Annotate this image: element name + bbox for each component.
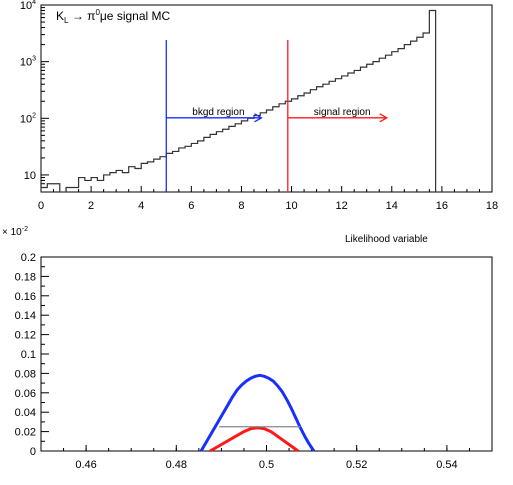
bottom-y-tick-label: 0.18 bbox=[15, 271, 36, 283]
bottom-y-tick-label: 0.12 bbox=[15, 330, 36, 342]
top-y-tick-label: 103 bbox=[20, 56, 36, 69]
bottom-x-ticks: 0.46 0.48 0.5 0.52 0.54 bbox=[40, 445, 493, 471]
top-x-axis-label: Likelihood variable bbox=[345, 234, 428, 245]
bottom-y-tick-label: 0.06 bbox=[15, 388, 36, 400]
bottom-y-tick-label: 0.02 bbox=[15, 427, 36, 439]
title-pi: π bbox=[87, 9, 95, 23]
title-rest: μe signal MC bbox=[100, 9, 171, 23]
title-pi-sup: 0 bbox=[95, 8, 100, 17]
bottom-x-tick-label: 0.54 bbox=[436, 459, 457, 471]
top-chart: 0 2 4 6 8 10 12 14 16 18 10 102 103 104 bkgd region s… bbox=[20, 0, 498, 245]
top-x-tick-label: 18 bbox=[486, 200, 498, 212]
title-k-sub: L bbox=[64, 16, 69, 25]
bottom-y-tick-label: 0.16 bbox=[15, 291, 36, 303]
bottom-x-tick-label: 0.46 bbox=[75, 459, 96, 471]
top-x-tick-label: 8 bbox=[238, 200, 244, 212]
top-x-tick-label: 12 bbox=[336, 200, 348, 212]
region-arrow-head bbox=[254, 113, 263, 123]
title-arrow: → bbox=[72, 9, 84, 23]
bottom-plot-frame bbox=[40, 256, 493, 452]
multiplier-base: × 10 bbox=[2, 227, 22, 238]
top-chart-title: KL → π0μe signal MC bbox=[56, 8, 170, 25]
multiplier-exp: -2 bbox=[22, 226, 28, 233]
region-label: bkgd region bbox=[192, 107, 244, 118]
top-x-tick-label: 6 bbox=[188, 200, 194, 212]
top-series bbox=[40, 9, 442, 193]
region-arrow-head bbox=[379, 113, 389, 123]
bottom-y-tick-label: 0.14 bbox=[15, 310, 36, 322]
blue-distribution-curve bbox=[199, 373, 316, 452]
bottom-y-tick-label: 0.08 bbox=[15, 368, 36, 380]
top-y-tick-label: 104 bbox=[20, 0, 36, 12]
bottom-x-tick-label: 0.52 bbox=[346, 459, 367, 471]
red-distribution-curve bbox=[209, 426, 299, 453]
top-x-tick-label: 0 bbox=[38, 200, 44, 212]
top-x-tick-label: 14 bbox=[386, 200, 398, 212]
top-x-tick-label: 2 bbox=[88, 200, 94, 212]
top-vlines bbox=[165, 40, 289, 192]
bottom-y-ticks: 0 0.02 0.04 0.06 0.08 0.1 0.12 0.14 0.16 0.18 0.2 bbox=[15, 252, 49, 458]
signal-mc-histogram bbox=[40, 9, 442, 193]
top-y-tick-label: 102 bbox=[20, 112, 36, 125]
bottom-chart: 0.46 0.48 0.5 0.52 0.54 0 0.02 0.04 0.06 0.08 0.1… bbox=[2, 226, 493, 471]
bottom-series bbox=[199, 373, 316, 453]
bottom-y-tick-label: 0.1 bbox=[21, 349, 36, 361]
top-x-tick-label: 16 bbox=[436, 200, 448, 212]
top-y-ticks: 10 102 103 104 bbox=[20, 0, 49, 189]
top-annotations: bkgd region signal region bbox=[166, 107, 389, 123]
title-k: K bbox=[56, 9, 64, 23]
top-x-ticks: 0 2 4 6 8 10 12 14 16 18 bbox=[38, 186, 498, 212]
bottom-y-multiplier: × 10-2 bbox=[2, 226, 28, 238]
bottom-y-tick-label: 0.2 bbox=[21, 252, 36, 264]
bottom-x-tick-label: 0.5 bbox=[259, 459, 274, 471]
bottom-y-tick-label: 0.04 bbox=[15, 407, 36, 419]
bottom-y-tick-label: 0 bbox=[30, 446, 36, 458]
top-y-tick-label: 10 bbox=[24, 170, 36, 182]
region-label: signal region bbox=[314, 107, 371, 118]
bottom-x-tick-label: 0.48 bbox=[166, 459, 187, 471]
top-x-tick-label: 10 bbox=[285, 200, 297, 212]
top-x-tick-label: 4 bbox=[138, 200, 144, 212]
